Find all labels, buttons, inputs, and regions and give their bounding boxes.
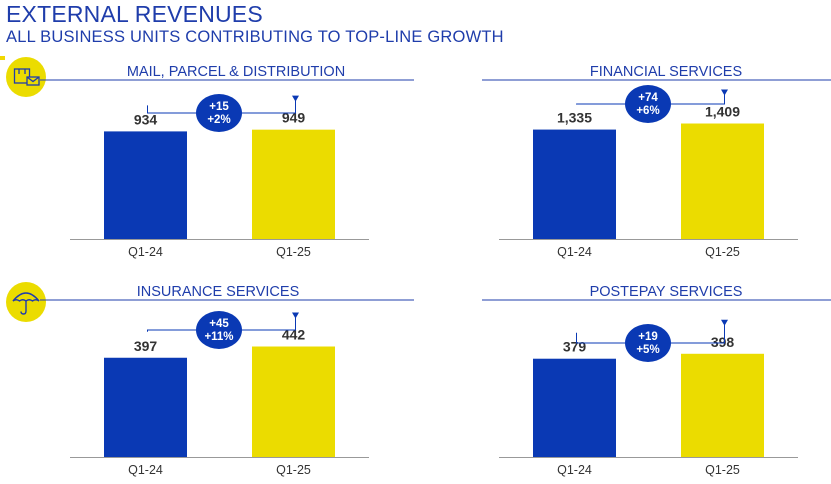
delta-abs-financial-services: +74 [638, 92, 658, 104]
value-label-postepay-services-q1-24: 379 [563, 339, 587, 355]
category-label-insurance-services-q1-24: Q1-24 [128, 463, 163, 477]
delta-arrow-postepay-services [721, 319, 728, 326]
delta-abs-postepay-services: +19 [638, 331, 658, 343]
delta-badge-postepay-services [625, 324, 671, 362]
value-label-postepay-services-q1-25: 398 [711, 334, 735, 350]
page-title: EXTERNAL REVENUES [6, 1, 263, 27]
bar-insurance-services-q1-25 [252, 346, 335, 457]
value-label-financial-services-q1-24: 1,335 [557, 110, 592, 126]
bar-financial-services-q1-25 [681, 123, 764, 239]
category-label-mail-parcel-distribution-q1-24: Q1-24 [128, 245, 163, 259]
chart-title-postepay-services: POSTEPAY SERVICES [590, 284, 743, 300]
chart-title-mail-parcel-distribution: MAIL, PARCEL & DISTRIBUTION [127, 64, 345, 80]
delta-abs-mail-parcel-distribution: +15 [209, 101, 229, 113]
bar-financial-services-q1-24 [533, 129, 616, 239]
delta-pct-postepay-services: +5% [636, 344, 659, 356]
delta-badge-financial-services [625, 85, 671, 123]
delta-badge-insurance-services [196, 311, 242, 349]
category-label-mail-parcel-distribution-q1-25: Q1-25 [276, 245, 311, 259]
category-label-insurance-services-q1-25: Q1-25 [276, 463, 311, 477]
parcel-mail-icon [6, 57, 46, 102]
accent-mark [0, 56, 5, 60]
value-label-insurance-services-q1-24: 397 [134, 338, 158, 354]
delta-arrow-insurance-services [292, 312, 299, 319]
bar-mail-parcel-distribution-q1-24 [104, 131, 187, 239]
value-label-financial-services-q1-25: 1,409 [705, 104, 740, 120]
page-subtitle: ALL BUSINESS UNITS CONTRIBUTING TO TOP-L… [6, 28, 504, 46]
bar-postepay-services-q1-24 [533, 358, 616, 457]
delta-arrow-mail-parcel-distribution [292, 95, 299, 102]
category-label-postepay-services-q1-24: Q1-24 [557, 463, 592, 477]
category-label-postepay-services-q1-25: Q1-25 [705, 463, 740, 477]
delta-pct-insurance-services: +11% [204, 331, 233, 343]
chart-title-financial-services: FINANCIAL SERVICES [590, 64, 742, 80]
category-label-financial-services-q1-24: Q1-24 [557, 245, 592, 259]
bar-postepay-services-q1-25 [681, 353, 764, 457]
delta-abs-insurance-services: +45 [209, 318, 229, 330]
delta-pct-mail-parcel-distribution: +2% [207, 114, 230, 126]
category-label-financial-services-q1-25: Q1-25 [705, 245, 740, 259]
value-label-mail-parcel-distribution-q1-24: 934 [134, 111, 158, 127]
umbrella-icon [5, 281, 47, 328]
value-label-mail-parcel-distribution-q1-25: 949 [282, 110, 306, 126]
delta-badge-mail-parcel-distribution [196, 94, 242, 132]
value-label-insurance-services-q1-25: 442 [282, 327, 306, 343]
chart-title-insurance-services: INSURANCE SERVICES [137, 284, 300, 300]
bar-insurance-services-q1-24 [104, 357, 187, 457]
delta-pct-financial-services: +6% [636, 105, 659, 117]
delta-arrow-financial-services [721, 89, 728, 96]
bar-mail-parcel-distribution-q1-25 [252, 129, 335, 239]
